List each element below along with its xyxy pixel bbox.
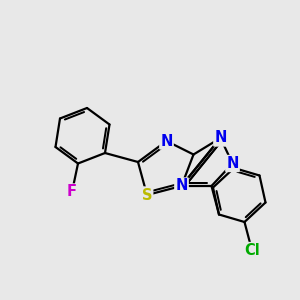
Text: Cl: Cl (244, 243, 260, 258)
Text: S: S (142, 188, 152, 202)
Text: N: N (175, 178, 188, 194)
Text: N: N (226, 156, 239, 171)
Text: N: N (160, 134, 173, 148)
Text: F: F (67, 184, 77, 200)
Text: N: N (214, 130, 227, 146)
